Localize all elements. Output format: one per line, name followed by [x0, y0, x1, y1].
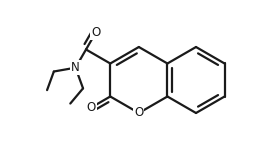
Text: O: O	[87, 101, 96, 114]
Text: O: O	[91, 26, 101, 39]
Text: N: N	[71, 61, 80, 74]
Text: O: O	[134, 106, 143, 120]
